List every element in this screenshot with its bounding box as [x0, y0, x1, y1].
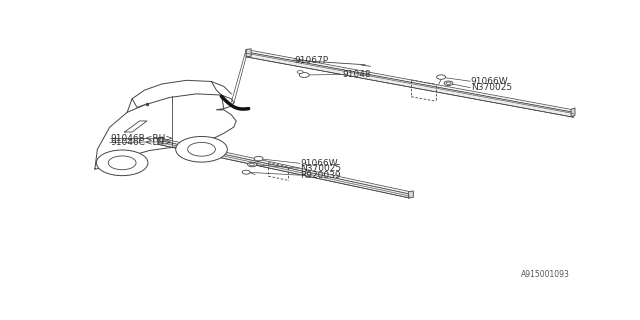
Text: N370025: N370025 — [471, 83, 512, 92]
Circle shape — [436, 75, 445, 79]
Text: 91046C<LH>: 91046C<LH> — [111, 138, 173, 147]
Text: R920039: R920039 — [300, 171, 341, 180]
Circle shape — [254, 156, 263, 161]
Circle shape — [300, 73, 309, 77]
Text: A915001093: A915001093 — [521, 270, 570, 279]
Polygon shape — [158, 138, 410, 194]
Text: 91046B<RH>: 91046B<RH> — [111, 134, 173, 143]
Circle shape — [242, 170, 250, 174]
Polygon shape — [100, 153, 115, 165]
Circle shape — [297, 70, 303, 74]
Text: 91067P: 91067P — [294, 56, 328, 65]
Circle shape — [444, 81, 453, 85]
Circle shape — [446, 82, 451, 84]
Polygon shape — [246, 49, 251, 57]
Polygon shape — [408, 191, 413, 198]
Circle shape — [108, 156, 136, 170]
Polygon shape — [158, 140, 410, 198]
Text: 91066W: 91066W — [300, 159, 338, 168]
Polygon shape — [571, 108, 575, 117]
Circle shape — [97, 150, 148, 176]
Text: N370025: N370025 — [300, 164, 341, 173]
Text: 91066W: 91066W — [471, 77, 508, 86]
Circle shape — [188, 142, 216, 156]
Text: 91048: 91048 — [342, 70, 371, 79]
Circle shape — [176, 136, 227, 162]
Polygon shape — [158, 137, 163, 144]
Circle shape — [250, 163, 255, 166]
Polygon shape — [246, 50, 573, 112]
Circle shape — [248, 162, 257, 167]
Polygon shape — [246, 52, 573, 117]
